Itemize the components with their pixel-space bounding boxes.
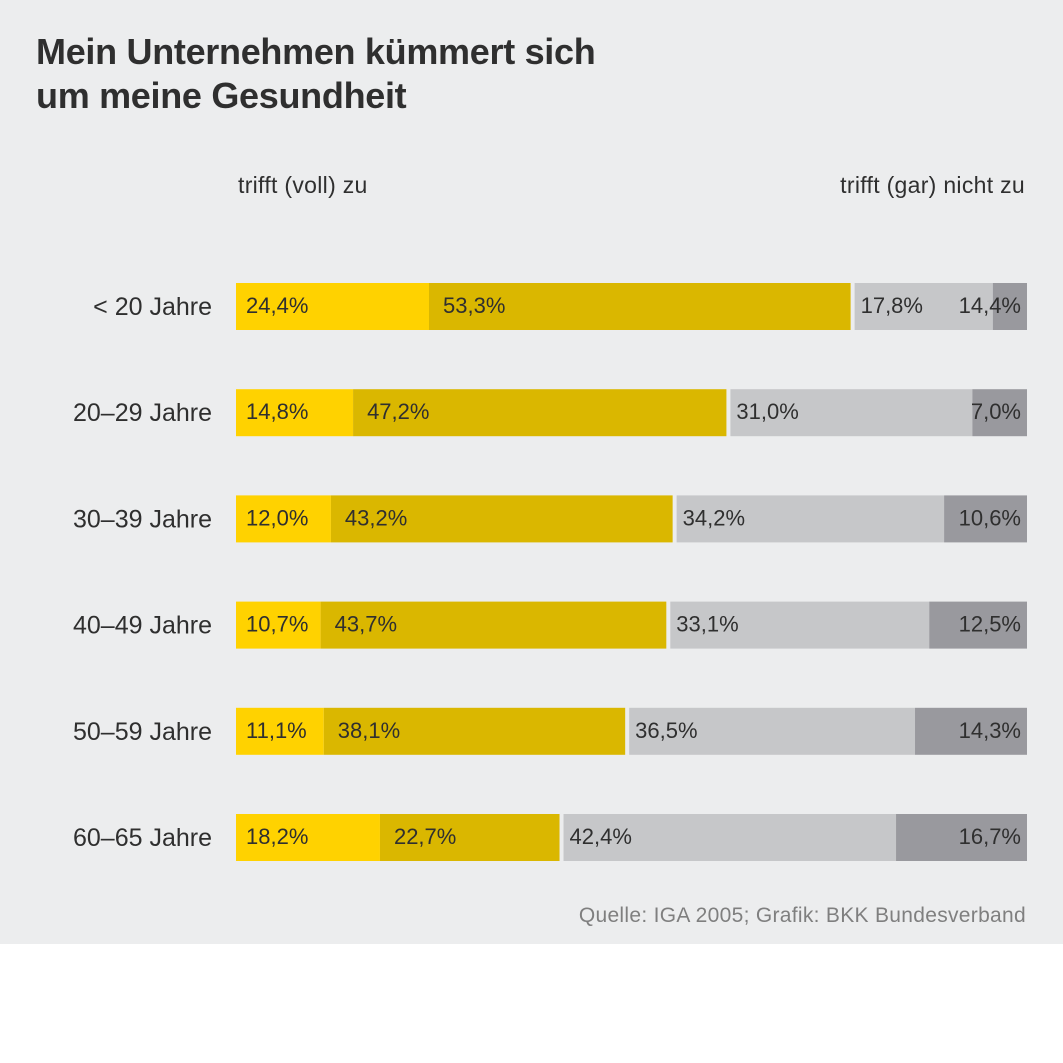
category-label: 40–49 Jahre (73, 612, 212, 640)
data-label-gar-nicht-zu: 12,5% (959, 612, 1021, 637)
data-label-eher-zu: 43,2% (345, 505, 407, 530)
bar-segment-eher-zu (429, 283, 851, 330)
category-label: 30–39 Jahre (73, 505, 212, 533)
stacked-bar-chart: < 20 Jahre 24,4% 53,3% 17,8% 14,4% 20–29 Jahr… (73, 283, 1027, 861)
bar-segment-voll-zu (236, 601, 321, 649)
data-label-eher-zu: 43,7% (335, 612, 397, 637)
data-label-voll-zu: 14,8% (246, 399, 308, 424)
bar-segment-voll-zu (236, 707, 324, 755)
bar-segment-eher-nicht-zu (676, 495, 945, 543)
data-label-eher-nicht-zu: 42,4% (570, 824, 632, 849)
bar-segment-gar-nicht-zu (972, 389, 1027, 437)
data-label-voll-zu: 12,0% (246, 505, 308, 530)
bar-segment-voll-zu (236, 389, 354, 437)
bar-segment-eher-zu (320, 601, 667, 649)
bar-row: < 20 Jahre 24,4% 53,3% 17,8% 14,4% (93, 283, 1027, 330)
data-label-eher-zu: 38,1% (338, 718, 400, 743)
data-label-gar-nicht-zu: 7,0% (971, 399, 1021, 424)
data-label-gar-nicht-zu: 14,3% (959, 718, 1021, 743)
data-label-eher-zu: 47,2% (367, 399, 429, 424)
bar-segment-gar-nicht-zu (992, 283, 1027, 330)
data-label-voll-zu: 11,1% (246, 718, 307, 743)
bar-segment-gar-nicht-zu (944, 495, 1027, 543)
data-label-gar-nicht-zu: 16,7% (959, 824, 1021, 849)
bar-segment-eher-nicht-zu (854, 283, 993, 330)
data-label-eher-zu: 22,7% (394, 824, 456, 849)
bar-row: 20–29 Jahre 14,8% 47,2% 31,0% 7,0% (73, 389, 1027, 437)
bar-row: 30–39 Jahre 12,0% 43,2% 34,2% 10,6% (73, 495, 1027, 543)
category-label: 50–59 Jahre (73, 718, 212, 746)
bar-segment-eher-nicht-zu (563, 814, 897, 861)
data-label-eher-nicht-zu: 36,5% (635, 718, 697, 743)
bar-segment-voll-zu (236, 495, 331, 543)
data-label-voll-zu: 10,7% (246, 612, 308, 637)
bar-row: 40–49 Jahre 10,7% 43,7% 33,1% 12,5% (73, 601, 1027, 649)
bar-row: 60–65 Jahre 18,2% 22,7% 42,4% 16,7% (73, 814, 1027, 861)
chart-title-line-2: um meine Gesundheit (36, 75, 407, 116)
bar-segment-eher-zu (330, 495, 673, 543)
bar-segment-eher-nicht-zu (629, 707, 916, 755)
bar-segment-eher-zu (379, 814, 560, 861)
header-agree-label: trifft (voll) zu (238, 172, 368, 198)
header-disagree-label: trifft (gar) nicht zu (840, 172, 1025, 198)
data-label-voll-zu: 24,4% (246, 293, 308, 318)
bar-segment-voll-zu (236, 283, 430, 330)
category-label: 20–29 Jahre (73, 399, 212, 427)
data-label-eher-zu: 53,3% (443, 293, 505, 318)
category-label: < 20 Jahre (93, 293, 212, 321)
category-label: 60–65 Jahre (73, 824, 212, 852)
chart-panel: Mein Unternehmen kümmert sich um meine G… (0, 0, 1063, 944)
bar-segment-eher-nicht-zu (730, 389, 973, 437)
chart-title-line-1: Mein Unternehmen kümmert sich (36, 31, 596, 72)
data-label-gar-nicht-zu: 14,4% (959, 293, 1021, 318)
bar-segment-voll-zu (236, 814, 380, 861)
bar-segment-gar-nicht-zu (896, 814, 1027, 861)
data-label-voll-zu: 18,2% (246, 824, 308, 849)
bar-segment-gar-nicht-zu (915, 707, 1027, 755)
data-label-gar-nicht-zu: 10,6% (959, 505, 1021, 530)
data-label-eher-nicht-zu: 31,0% (736, 399, 798, 424)
bar-row: 50–59 Jahre 11,1% 38,1% 36,5% 14,3% (73, 707, 1027, 755)
data-label-eher-nicht-zu: 34,2% (683, 505, 745, 530)
bar-segment-eher-nicht-zu (670, 601, 930, 649)
data-label-eher-nicht-zu: 33,1% (676, 612, 738, 637)
bar-segment-eher-zu (323, 707, 626, 755)
bar-segment-eher-zu (353, 389, 727, 437)
data-label-eher-nicht-zu: 17,8% (861, 293, 923, 318)
source-note: Quelle: IGA 2005; Grafik: BKK Bundesverb… (578, 904, 1026, 927)
bar-segment-gar-nicht-zu (929, 601, 1027, 649)
chart-title: Mein Unternehmen kümmert sich um meine G… (36, 30, 596, 118)
